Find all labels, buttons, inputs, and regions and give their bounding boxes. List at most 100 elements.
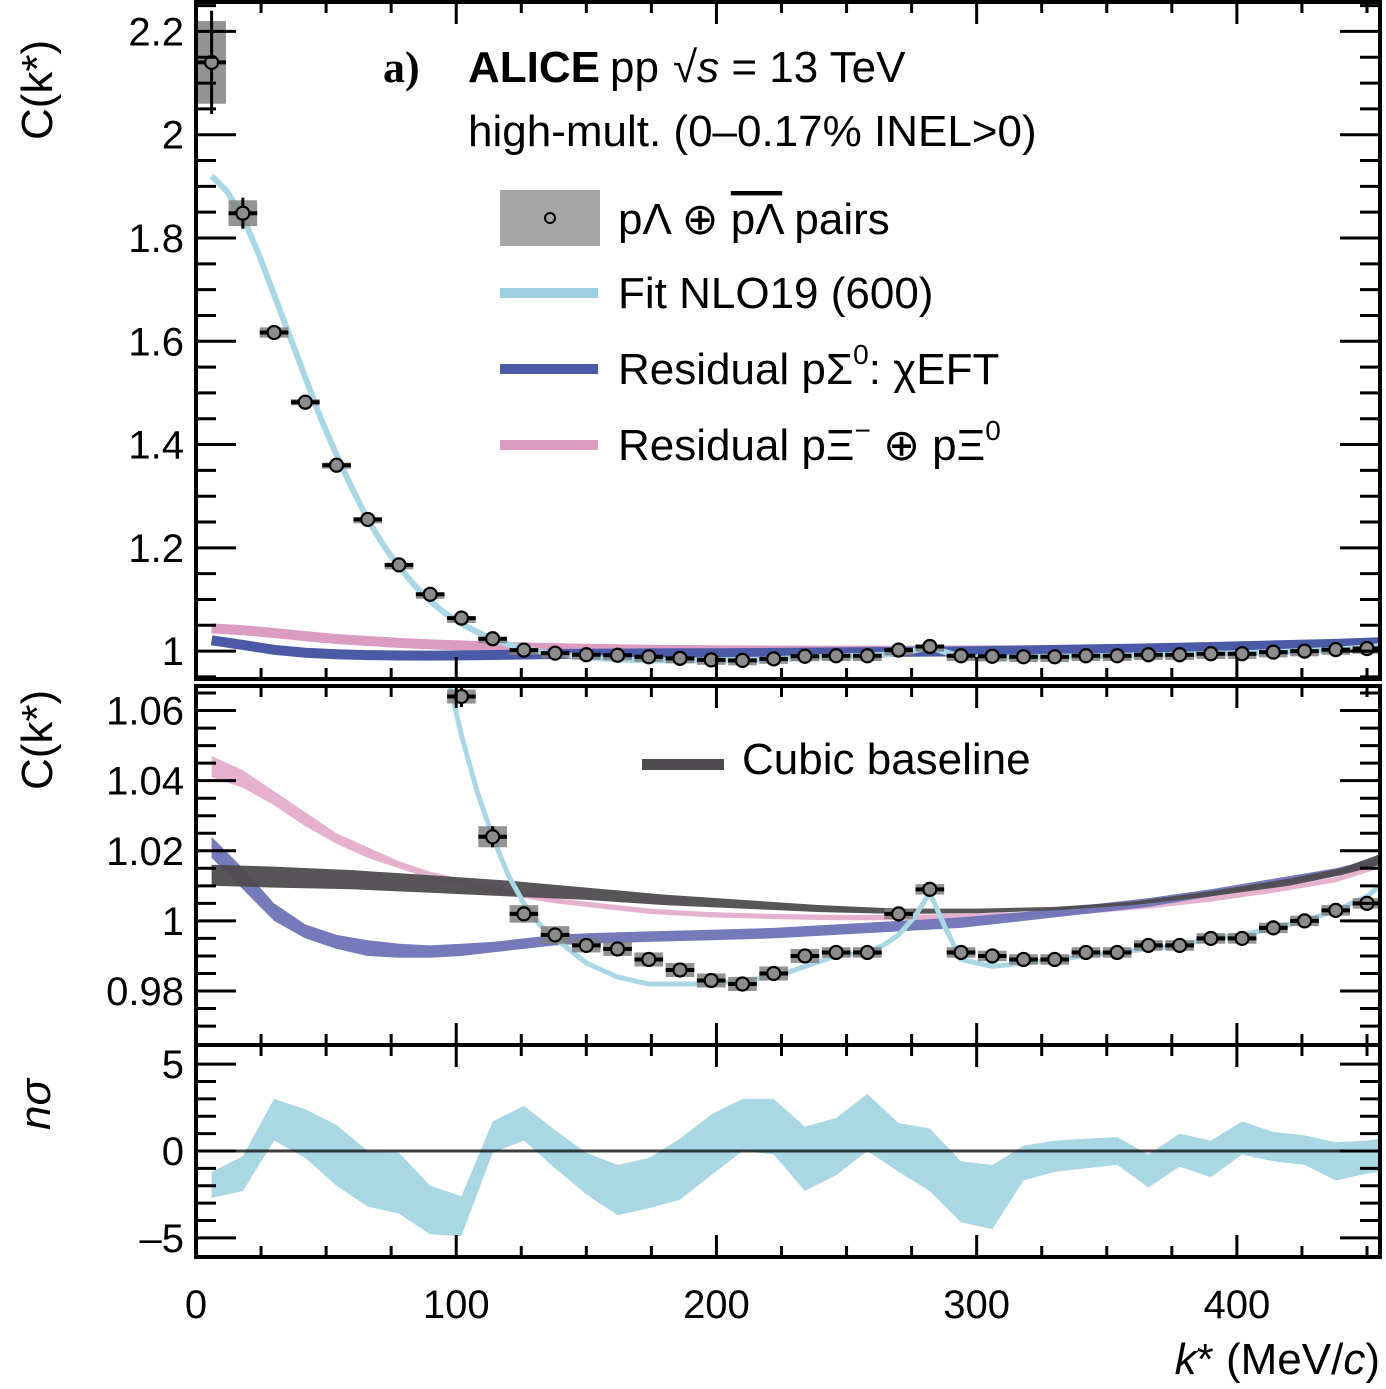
legend-label-baseline: Cubic baseline bbox=[742, 735, 1031, 784]
data-marker bbox=[1015, 951, 1032, 968]
sigma0-residual-band bbox=[211, 836, 1380, 958]
top-data-point bbox=[759, 651, 788, 667]
top-data-point bbox=[634, 649, 664, 665]
middle-data-point bbox=[946, 944, 976, 961]
legend-label-sigma0: Residual pΣ0: χEFT bbox=[618, 339, 999, 394]
top-y-axis-title-text: C(k*) bbox=[13, 40, 62, 140]
top-panel bbox=[197, 10, 1380, 669]
top-data-point bbox=[853, 648, 882, 664]
panel-label: a) bbox=[383, 43, 420, 92]
data-marker bbox=[1109, 944, 1125, 961]
legend-item-fit: Fit NLO19 (600) bbox=[500, 269, 933, 318]
x-tick-label: 300 bbox=[943, 1283, 1010, 1327]
legend-item-sigma0: Residual pΣ0: χEFT bbox=[500, 339, 999, 394]
x-tick-label: 400 bbox=[1204, 1283, 1271, 1327]
data-marker bbox=[485, 829, 501, 845]
data-marker bbox=[797, 948, 813, 964]
legend-xi-text2: ⊕ pΞ bbox=[871, 421, 985, 470]
data-marker bbox=[1203, 930, 1219, 947]
data-marker bbox=[361, 20, 374, 33]
data-marker bbox=[392, 329, 405, 342]
top-data-point bbox=[1165, 647, 1194, 663]
top-y-tick-label: 1.6 bbox=[128, 320, 184, 364]
data-marker bbox=[516, 642, 532, 658]
data-marker bbox=[328, 457, 345, 473]
data-marker bbox=[360, 511, 376, 528]
x-tick-label: 200 bbox=[683, 1283, 750, 1327]
axes: 0 100 200 300 400 1 1.2 1.4 1.6 1.8 2 2.2 0.98 1 1.02 1… bbox=[106, 0, 1382, 1327]
middle-y-axis-title: C(k*) bbox=[13, 690, 62, 790]
data-marker bbox=[797, 648, 813, 664]
data-marker bbox=[984, 648, 1000, 664]
legend-baseline-swatch bbox=[642, 759, 724, 770]
middle-data-point bbox=[1196, 930, 1226, 947]
x-tick-label: 100 bbox=[423, 1283, 490, 1327]
data-marker bbox=[859, 944, 875, 961]
systematic-box bbox=[353, 13, 382, 41]
bottom-y-tick-label: –5 bbox=[140, 1217, 185, 1261]
top-data-point bbox=[946, 648, 976, 664]
legend-xi-sup1: − bbox=[855, 415, 871, 446]
legend: pΛ ⊕ pΛ pairs Fit NLO19 (600) Residual p… bbox=[500, 190, 1031, 784]
top-data-point bbox=[603, 647, 632, 663]
legend-data-text1: pΛ ⊕ bbox=[618, 195, 731, 244]
data-marker bbox=[703, 972, 719, 989]
middle-data-point bbox=[385, 321, 414, 349]
top-y-tick-label: 1 bbox=[162, 630, 184, 674]
middle-data-point bbox=[853, 944, 882, 961]
x-axis-title: k* (MeV/c) bbox=[1175, 1335, 1380, 1384]
legend-sigma0-text1: Residual pΣ bbox=[618, 345, 853, 394]
data-marker bbox=[890, 906, 907, 922]
data-marker bbox=[1234, 646, 1250, 662]
data-marker bbox=[1078, 944, 1094, 961]
data-marker bbox=[609, 941, 626, 957]
fit-line bbox=[209, 173, 1380, 664]
middle-data-point bbox=[353, 9, 382, 44]
systematic-box bbox=[385, 325, 414, 346]
top-data-point bbox=[509, 642, 539, 658]
data-marker bbox=[1265, 644, 1281, 660]
top-y-axis-title: C(k*) bbox=[13, 40, 62, 140]
legend-label-fit: Fit NLO19 (600) bbox=[618, 269, 933, 318]
top-data-point bbox=[1102, 648, 1132, 664]
top-data-point bbox=[384, 557, 414, 573]
top-data-point bbox=[1071, 648, 1101, 664]
top-data-point bbox=[1321, 641, 1351, 658]
top-y-tick-label: 1.8 bbox=[128, 217, 184, 261]
legend-xi-sup2: 0 bbox=[985, 415, 1001, 446]
legend-label-xi: Residual pΞ− ⊕ pΞ0 bbox=[618, 415, 1001, 470]
top-data-point bbox=[228, 197, 258, 229]
top-data-point bbox=[728, 652, 757, 669]
middle-y-tick-label: 1.04 bbox=[106, 760, 184, 804]
top-data-point bbox=[790, 648, 820, 664]
middle-data-point bbox=[884, 906, 913, 922]
top-data-point bbox=[1196, 646, 1226, 662]
legend-item-xi: Residual pΞ− ⊕ pΞ0 bbox=[500, 415, 1001, 470]
middle-data-point bbox=[1040, 951, 1070, 968]
middle-y-axis-title-text: C(k*) bbox=[13, 690, 62, 790]
top-panel-frame bbox=[194, 0, 1382, 681]
data-marker bbox=[828, 648, 844, 664]
legend-item-baseline: Cubic baseline bbox=[642, 735, 1031, 784]
legend-data-text2: pairs bbox=[782, 195, 890, 244]
data-marker bbox=[547, 645, 563, 661]
middle-data-point bbox=[1227, 930, 1257, 947]
data-marker bbox=[672, 650, 688, 666]
middle-y-tick-label: 1 bbox=[162, 900, 184, 944]
middle-data-point bbox=[915, 881, 945, 897]
middle-y-tick-label: 1.06 bbox=[106, 690, 184, 734]
bottom-y-axis-title: nσ bbox=[11, 1078, 60, 1130]
data-marker bbox=[391, 557, 407, 573]
top-data-point bbox=[415, 586, 445, 602]
top-data-point bbox=[1040, 649, 1070, 665]
data-marker bbox=[766, 651, 782, 667]
middle-data-point bbox=[1258, 920, 1288, 936]
data-marker bbox=[984, 948, 1000, 964]
top-data-point bbox=[572, 647, 601, 663]
data-marker bbox=[859, 648, 875, 664]
data-marker bbox=[953, 648, 969, 664]
top-data-point bbox=[197, 10, 226, 115]
top-data-point bbox=[884, 642, 913, 658]
bottom-panel bbox=[196, 1093, 1380, 1237]
data-marker bbox=[1140, 937, 1157, 954]
